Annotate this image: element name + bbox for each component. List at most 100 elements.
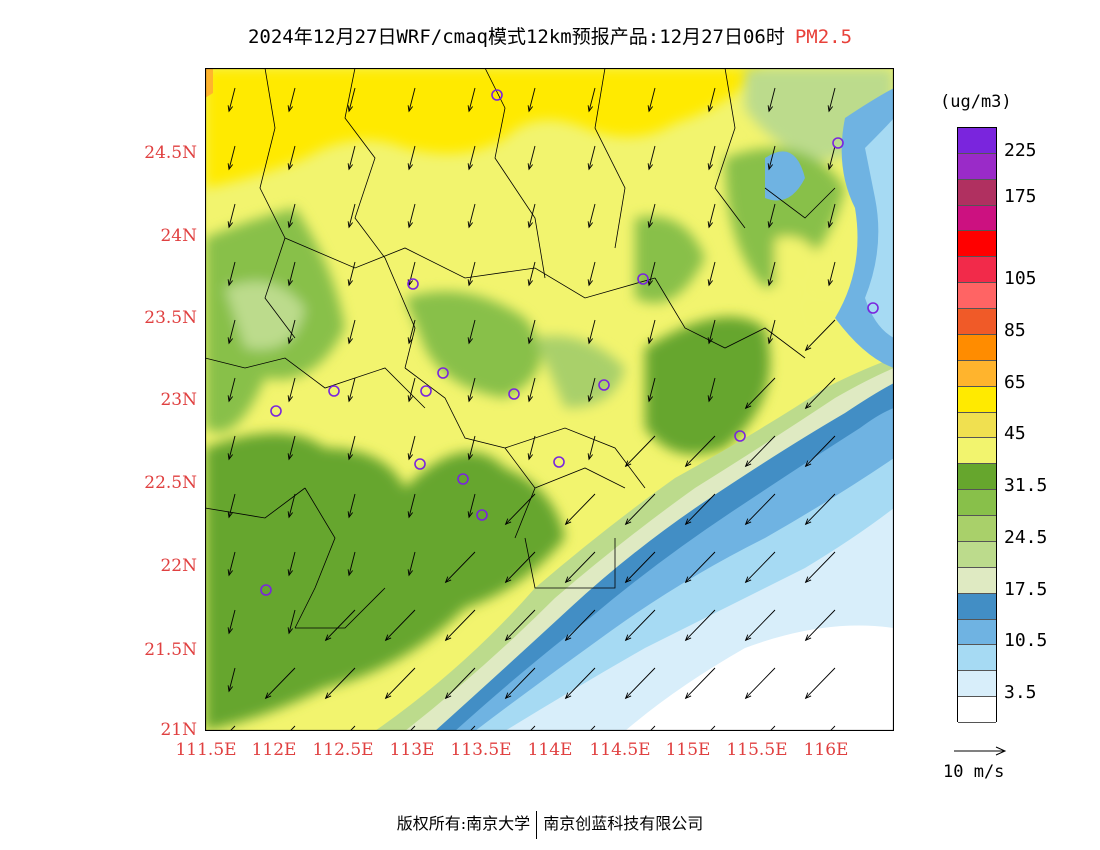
wind-arrow xyxy=(228,377,236,402)
pollutant-label: PM2.5 xyxy=(794,26,853,48)
wind-arrow-head xyxy=(227,453,233,461)
wind-arrow xyxy=(528,319,536,344)
wind-arrow-head xyxy=(407,395,413,403)
wind-arrow-head xyxy=(227,279,233,287)
lon-label: 112.5E xyxy=(312,740,374,760)
wind-arrow-head xyxy=(804,576,812,584)
wind-arrow-head xyxy=(467,395,473,403)
wind-arrow-head xyxy=(467,105,473,113)
color-legend xyxy=(957,127,997,723)
wind-arrow-head xyxy=(587,395,593,403)
wind-arrow xyxy=(228,435,236,460)
lat-label: 23N xyxy=(160,390,197,410)
wind-arrow-head xyxy=(804,402,812,410)
wind-arrow xyxy=(348,319,356,344)
wind-arrow-head xyxy=(467,279,473,287)
wind-arrow-head xyxy=(347,221,353,229)
wind-arrow-head xyxy=(647,105,653,113)
legend-swatch xyxy=(958,412,996,439)
wind-arrow xyxy=(528,377,536,402)
wind-arrow-head xyxy=(287,279,293,287)
wind-arrow-head xyxy=(347,105,353,113)
wind-arrow-head xyxy=(467,453,473,461)
wind-arrow-head xyxy=(707,395,713,403)
wind-arrow-head xyxy=(407,105,413,113)
wind-arrow-head xyxy=(624,692,632,700)
wind-arrow xyxy=(588,261,596,286)
wind-arrow xyxy=(828,203,836,228)
lon-label: 116E xyxy=(803,740,849,760)
footer-separator xyxy=(536,810,538,839)
wind-arrow-head xyxy=(347,453,353,461)
wind-arrow-head xyxy=(527,105,533,113)
wind-arrow xyxy=(805,319,836,351)
wind-arrow xyxy=(288,145,296,170)
lat-label: 21N xyxy=(160,720,197,740)
wind-arrow xyxy=(745,377,776,409)
legend-label: 24.5 xyxy=(1004,526,1048,548)
legend-swatch xyxy=(958,593,996,620)
station-marker xyxy=(328,385,340,397)
copyright-left: 版权所有:南京大学 xyxy=(396,814,531,833)
wind-arrow-head xyxy=(287,627,293,635)
wind-arrow-head xyxy=(804,518,812,526)
wind-arrow xyxy=(648,203,656,228)
wind-arrow xyxy=(768,319,776,344)
copyright-footer: 版权所有:南京大学 南京创蓝科技有限公司 xyxy=(0,810,1100,839)
legend-swatch xyxy=(958,516,996,542)
wind-arrow-head xyxy=(587,279,593,287)
legend-swatch xyxy=(958,360,996,387)
wind-arrow xyxy=(505,551,536,583)
wind-arrow-head xyxy=(407,337,413,345)
wind-arrow-head xyxy=(504,634,512,642)
wind-arrow-head xyxy=(347,337,353,345)
legend-swatch xyxy=(958,490,996,517)
wind-arrow-head xyxy=(384,692,392,700)
wind-arrow xyxy=(348,493,356,518)
station-marker xyxy=(598,379,610,391)
wind-arrow xyxy=(588,377,596,402)
wind-arrow xyxy=(445,551,476,583)
wind-arrow-head xyxy=(527,221,533,229)
wind-arrow-head xyxy=(587,337,593,345)
wind-arrow xyxy=(505,493,536,525)
wind-arrow xyxy=(325,667,356,699)
wind-arrow-head xyxy=(564,518,572,526)
wind-arrow-head xyxy=(564,634,572,642)
wind-arrow xyxy=(648,87,656,112)
wind-arrow-head xyxy=(287,511,293,519)
wind-arrow xyxy=(445,667,476,699)
wind-key-label: 10 m/s xyxy=(943,762,1005,782)
wind-arrow-head xyxy=(647,279,653,287)
wind-arrow-head xyxy=(227,395,233,403)
lon-label: 115E xyxy=(665,740,711,760)
sea-clean xyxy=(625,625,894,731)
station-marker xyxy=(867,302,879,314)
wind-arrow xyxy=(528,435,536,460)
wind-arrow-head xyxy=(287,569,293,577)
wind-arrow-head xyxy=(767,221,773,229)
legend-unit: (ug/m3) xyxy=(940,92,1012,112)
wind-arrow-head xyxy=(504,518,512,526)
wind-arrow xyxy=(648,319,656,344)
wind-arrow xyxy=(745,609,776,641)
wind-arrow xyxy=(625,609,656,641)
wind-arrow xyxy=(385,667,416,699)
wind-arrow-head xyxy=(707,105,713,113)
wind-arrow-head xyxy=(504,692,512,700)
wind-arrow xyxy=(348,145,356,170)
wind-arrow-head xyxy=(624,460,632,468)
wind-arrow-head xyxy=(407,569,413,577)
wind-arrow xyxy=(348,377,356,402)
legend-swatch xyxy=(958,645,996,672)
copyright-right: 南京创蓝科技有限公司 xyxy=(543,814,704,833)
wind-arrow xyxy=(565,609,596,641)
legend-swatch xyxy=(958,619,996,646)
wind-arrow xyxy=(468,319,476,344)
lat-label: 23.5N xyxy=(144,308,197,328)
wind-arrow xyxy=(805,609,836,641)
wind-key-arrow xyxy=(954,746,1007,756)
wind-arrow xyxy=(408,493,416,518)
wind-arrow xyxy=(648,145,656,170)
legend-label: 10.5 xyxy=(1004,630,1048,652)
